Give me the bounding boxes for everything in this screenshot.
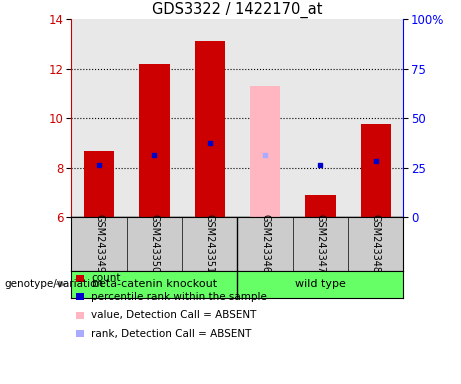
FancyBboxPatch shape <box>76 312 84 319</box>
Text: value, Detection Call = ABSENT: value, Detection Call = ABSENT <box>91 310 257 320</box>
Bar <box>305 195 336 217</box>
Text: GSM243350: GSM243350 <box>149 214 160 273</box>
Text: rank, Detection Call = ABSENT: rank, Detection Call = ABSENT <box>91 329 252 339</box>
FancyBboxPatch shape <box>76 330 84 337</box>
FancyBboxPatch shape <box>76 293 84 300</box>
Text: percentile rank within the sample: percentile rank within the sample <box>91 292 267 302</box>
Bar <box>250 86 280 217</box>
Text: genotype/variation: genotype/variation <box>5 279 104 289</box>
Text: beta-catenin knockout: beta-catenin knockout <box>92 279 217 289</box>
Bar <box>361 124 391 217</box>
Text: GSM243351: GSM243351 <box>205 214 215 273</box>
Text: GSM243346: GSM243346 <box>260 214 270 273</box>
Text: GSM243348: GSM243348 <box>371 214 381 273</box>
Text: wild type: wild type <box>295 279 346 289</box>
Bar <box>195 41 225 217</box>
Text: count: count <box>91 273 121 283</box>
Bar <box>84 151 114 217</box>
Title: GDS3322 / 1422170_at: GDS3322 / 1422170_at <box>152 2 323 18</box>
FancyBboxPatch shape <box>76 275 84 282</box>
Text: GSM243349: GSM243349 <box>94 214 104 273</box>
Text: GSM243347: GSM243347 <box>315 214 325 273</box>
Bar <box>139 64 170 217</box>
